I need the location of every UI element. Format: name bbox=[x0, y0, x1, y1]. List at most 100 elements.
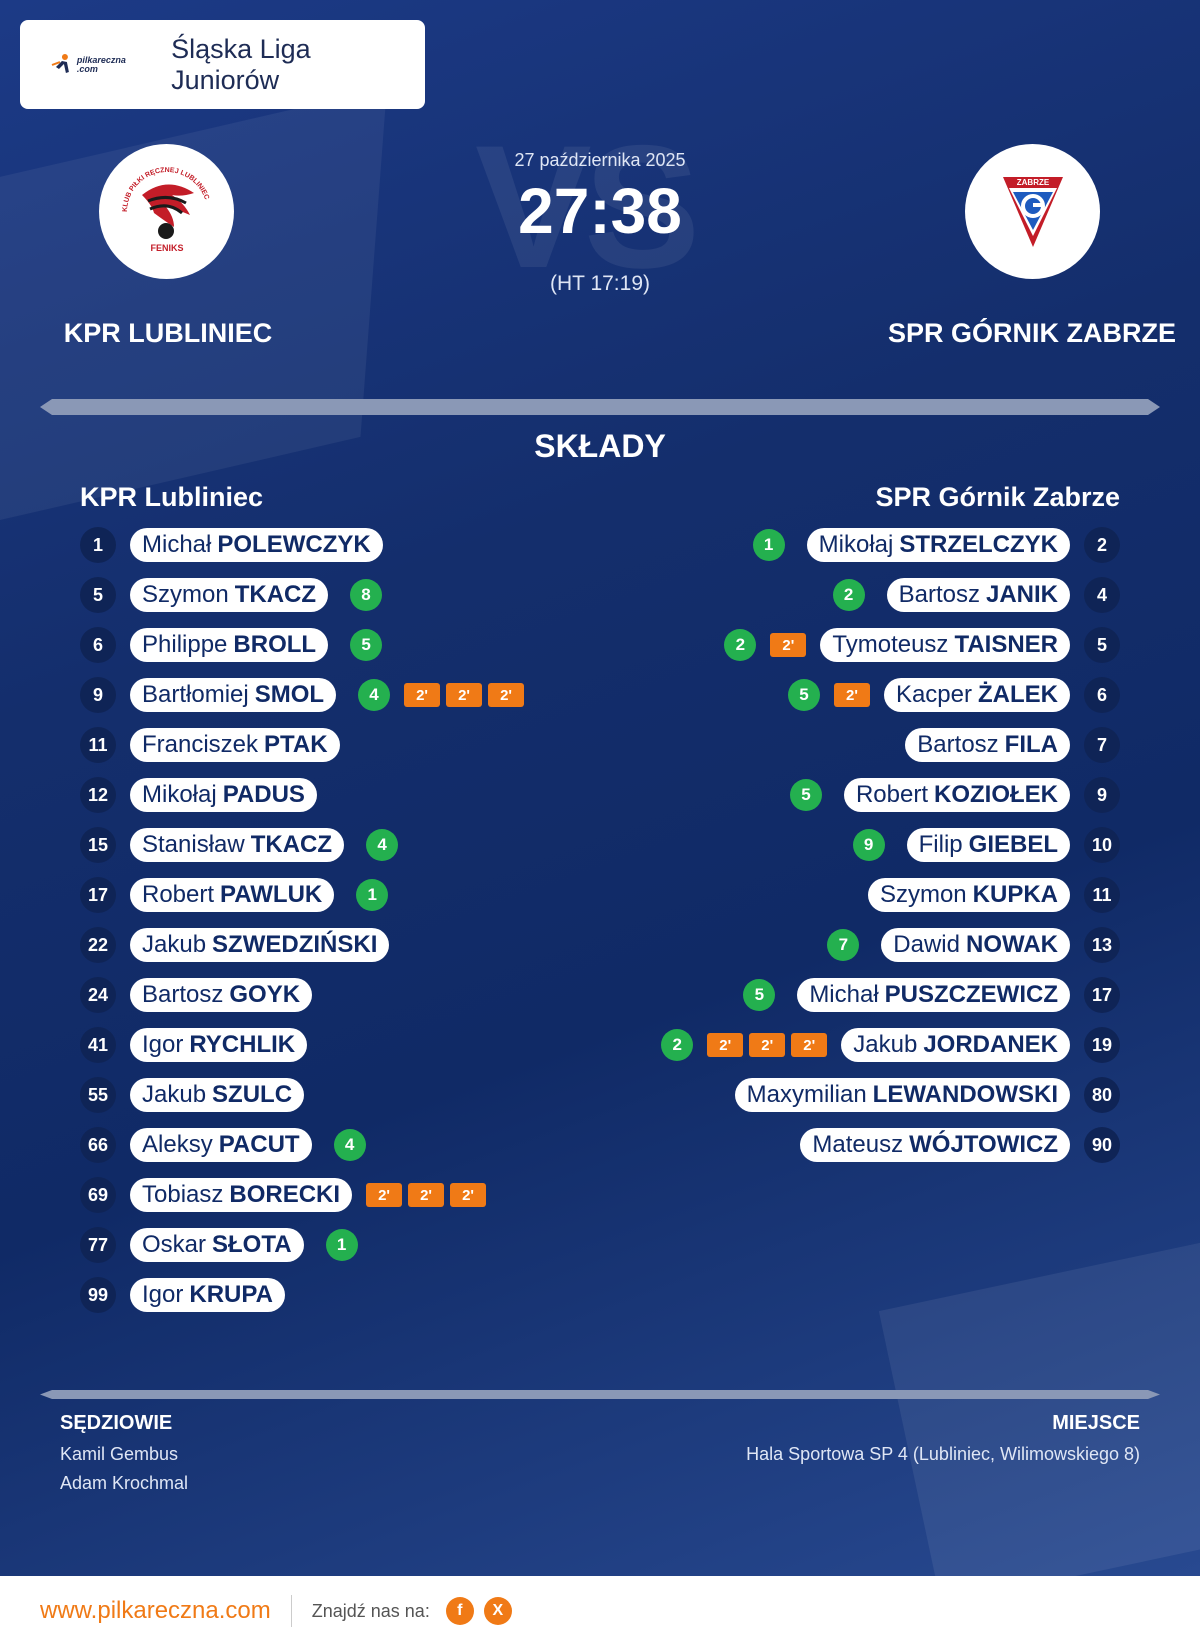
find-us-label: Znajdź nas na: bbox=[311, 1600, 430, 1621]
player-number: 22 bbox=[80, 927, 116, 963]
player-first-name: Szymon bbox=[142, 581, 229, 608]
player-name[interactable]: Szymon KUPKA bbox=[867, 878, 1070, 912]
player-name[interactable]: Tymoteusz TAISNER bbox=[820, 628, 1070, 662]
player-events: 4 bbox=[326, 1129, 374, 1161]
player-row[interactable]: 7 Dawid NOWAK 13 bbox=[819, 927, 1120, 963]
player-name[interactable]: Philippe BROLL bbox=[130, 628, 329, 662]
player-row[interactable]: 2 2' Tymoteusz TAISNER 5 bbox=[716, 627, 1120, 663]
player-row[interactable]: 12 Mikołaj PADUS bbox=[80, 777, 331, 813]
player-row[interactable]: 2 2' 2' 2' Jakub JORDANEK 19 bbox=[653, 1027, 1120, 1063]
player-events: 8 bbox=[342, 579, 390, 611]
player-row[interactable]: 77 Oskar SŁOTA 1 bbox=[80, 1227, 366, 1263]
player-row[interactable]: 66 Aleksy PACUT 4 bbox=[80, 1127, 374, 1163]
pilkareczna-logo[interactable]: pilkareczna .com bbox=[50, 53, 149, 77]
home-lineup-title: KPR Lubliniec bbox=[80, 482, 264, 512]
player-row[interactable]: Bartosz FILA 7 bbox=[891, 727, 1120, 763]
player-events: 5 2' bbox=[780, 679, 870, 711]
player-last-name: BORECKI bbox=[229, 1181, 341, 1208]
player-row[interactable]: 5 Robert KOZIOŁEK 9 bbox=[782, 777, 1120, 813]
suspension-badge: 2' bbox=[791, 1033, 828, 1057]
player-name[interactable]: Bartosz JANIK bbox=[886, 578, 1070, 612]
x-icon[interactable]: X bbox=[483, 1597, 512, 1625]
player-name[interactable]: Michał PUSZCZEWICZ bbox=[797, 978, 1070, 1012]
player-row[interactable]: Szymon KUPKA 11 bbox=[854, 877, 1120, 913]
player-row[interactable]: 99 Igor KRUPA bbox=[80, 1277, 299, 1313]
player-row[interactable]: 55 Jakub SZULC bbox=[80, 1077, 318, 1113]
player-row[interactable]: 11 Franciszek PTAK bbox=[80, 727, 354, 763]
player-name[interactable]: Jakub SZWEDZIŃSKI bbox=[130, 928, 390, 962]
match-date: 27 października 2025 bbox=[514, 150, 686, 170]
goals-badge: 5 bbox=[743, 979, 776, 1011]
player-first-name: Maxymilian bbox=[746, 1081, 867, 1108]
player-number: 9 bbox=[80, 677, 116, 713]
player-name[interactable]: Maxymilian LEWANDOWSKI bbox=[734, 1078, 1070, 1112]
away-team-crest[interactable]: ZABRZE bbox=[965, 144, 1100, 279]
player-row[interactable]: 69 Tobiasz BORECKI 2' 2' 2' bbox=[80, 1177, 487, 1213]
player-first-name: Oskar bbox=[142, 1231, 207, 1258]
player-name[interactable]: Robert KOZIOŁEK bbox=[843, 778, 1070, 812]
player-row[interactable]: 5 Szymon TKACZ 8 bbox=[80, 577, 390, 613]
player-name[interactable]: Michał POLEWCZYK bbox=[130, 528, 383, 562]
suspension-badge: 2' bbox=[404, 683, 441, 707]
player-name[interactable]: Oskar SŁOTA bbox=[130, 1228, 304, 1262]
player-name[interactable]: Filip GIEBEL bbox=[906, 828, 1070, 862]
player-first-name: Filip bbox=[918, 831, 963, 858]
player-row[interactable]: Mateusz WÓJTOWICZ 90 bbox=[786, 1127, 1120, 1163]
player-first-name: Igor bbox=[142, 1281, 184, 1308]
player-number: 99 bbox=[80, 1277, 116, 1313]
player-first-name: Tymoteusz bbox=[832, 631, 949, 658]
player-first-name: Tobiasz bbox=[142, 1181, 224, 1208]
player-name[interactable]: Stanisław TKACZ bbox=[130, 828, 345, 862]
player-last-name: PADUS bbox=[222, 781, 305, 808]
player-name[interactable]: Mateusz WÓJTOWICZ bbox=[800, 1128, 1070, 1162]
player-number: 6 bbox=[80, 627, 116, 663]
facebook-icon[interactable]: f bbox=[445, 1597, 474, 1625]
player-name[interactable]: Franciszek PTAK bbox=[130, 728, 340, 762]
player-row[interactable]: 24 Bartosz GOYK bbox=[80, 977, 326, 1013]
player-name[interactable]: Mikołaj PADUS bbox=[130, 778, 317, 812]
player-row[interactable]: 1 Mikołaj STRZELCZYK 2 bbox=[745, 527, 1120, 563]
player-name[interactable]: Dawid NOWAK bbox=[881, 928, 1070, 962]
goals-badge: 8 bbox=[350, 579, 383, 611]
suspension-badge: 2' bbox=[408, 1183, 445, 1207]
crest-text: ZABRZE bbox=[1016, 178, 1049, 187]
player-row[interactable]: 5 Michał PUSZCZEWICZ 17 bbox=[735, 977, 1120, 1013]
player-events: 9 bbox=[845, 829, 893, 861]
home-team-crest[interactable]: KLUB PIŁKI RĘCZNEJ LUBLINIEC FENIKS bbox=[99, 144, 234, 279]
player-name[interactable]: Jakub SZULC bbox=[130, 1078, 305, 1112]
player-name[interactable]: Igor RYCHLIK bbox=[130, 1028, 308, 1062]
player-name[interactable]: Kacper ŻALEK bbox=[883, 678, 1070, 712]
player-name[interactable]: Aleksy PACUT bbox=[130, 1128, 312, 1162]
goals-badge: 4 bbox=[358, 679, 391, 711]
player-row[interactable]: 9 Bartłomiej SMOL 4 2' 2' 2' bbox=[80, 677, 525, 713]
player-name[interactable]: Bartłomiej SMOL bbox=[130, 678, 337, 712]
player-name[interactable]: Tobiasz BORECKI bbox=[130, 1178, 353, 1212]
player-name[interactable]: Jakub JORDANEK bbox=[841, 1028, 1070, 1062]
player-first-name: Mikołaj bbox=[818, 531, 894, 558]
player-name[interactable]: Bartosz GOYK bbox=[130, 978, 313, 1012]
player-name[interactable]: Igor KRUPA bbox=[130, 1278, 285, 1312]
player-name[interactable]: Bartosz FILA bbox=[905, 728, 1070, 762]
player-name[interactable]: Robert PAWLUK bbox=[130, 878, 335, 912]
player-number: 19 bbox=[1084, 1027, 1120, 1063]
player-row[interactable]: 22 Jakub SZWEDZIŃSKI bbox=[80, 927, 403, 963]
player-name[interactable]: Szymon TKACZ bbox=[130, 578, 329, 612]
player-row[interactable]: 6 Philippe BROLL 5 bbox=[80, 627, 390, 663]
player-row[interactable]: 17 Robert PAWLUK 1 bbox=[80, 877, 396, 913]
player-name[interactable]: Mikołaj STRZELCZYK bbox=[806, 528, 1070, 562]
player-row[interactable]: 2 Bartosz JANIK 4 bbox=[825, 577, 1120, 613]
player-row[interactable]: 15 Stanisław TKACZ 4 bbox=[80, 827, 406, 863]
goals-badge: 9 bbox=[852, 829, 885, 861]
player-row[interactable]: 41 Igor RYCHLIK bbox=[80, 1027, 321, 1063]
site-link[interactable]: www.pilkareczna.com bbox=[40, 1597, 271, 1624]
suspension-badge: 2' bbox=[749, 1033, 786, 1057]
player-row[interactable]: 5 2' Kacper ŻALEK 6 bbox=[780, 677, 1120, 713]
player-row[interactable]: 1 Michał POLEWCZYK bbox=[80, 527, 397, 563]
player-number: 77 bbox=[80, 1227, 116, 1263]
player-row[interactable]: 9 Filip GIEBEL 10 bbox=[845, 827, 1120, 863]
section-divider bbox=[40, 399, 1160, 415]
player-row[interactable]: Maxymilian LEWANDOWSKI 80 bbox=[721, 1077, 1120, 1113]
player-last-name: WÓJTOWICZ bbox=[909, 1131, 1058, 1158]
player-last-name: FILA bbox=[1004, 731, 1058, 758]
